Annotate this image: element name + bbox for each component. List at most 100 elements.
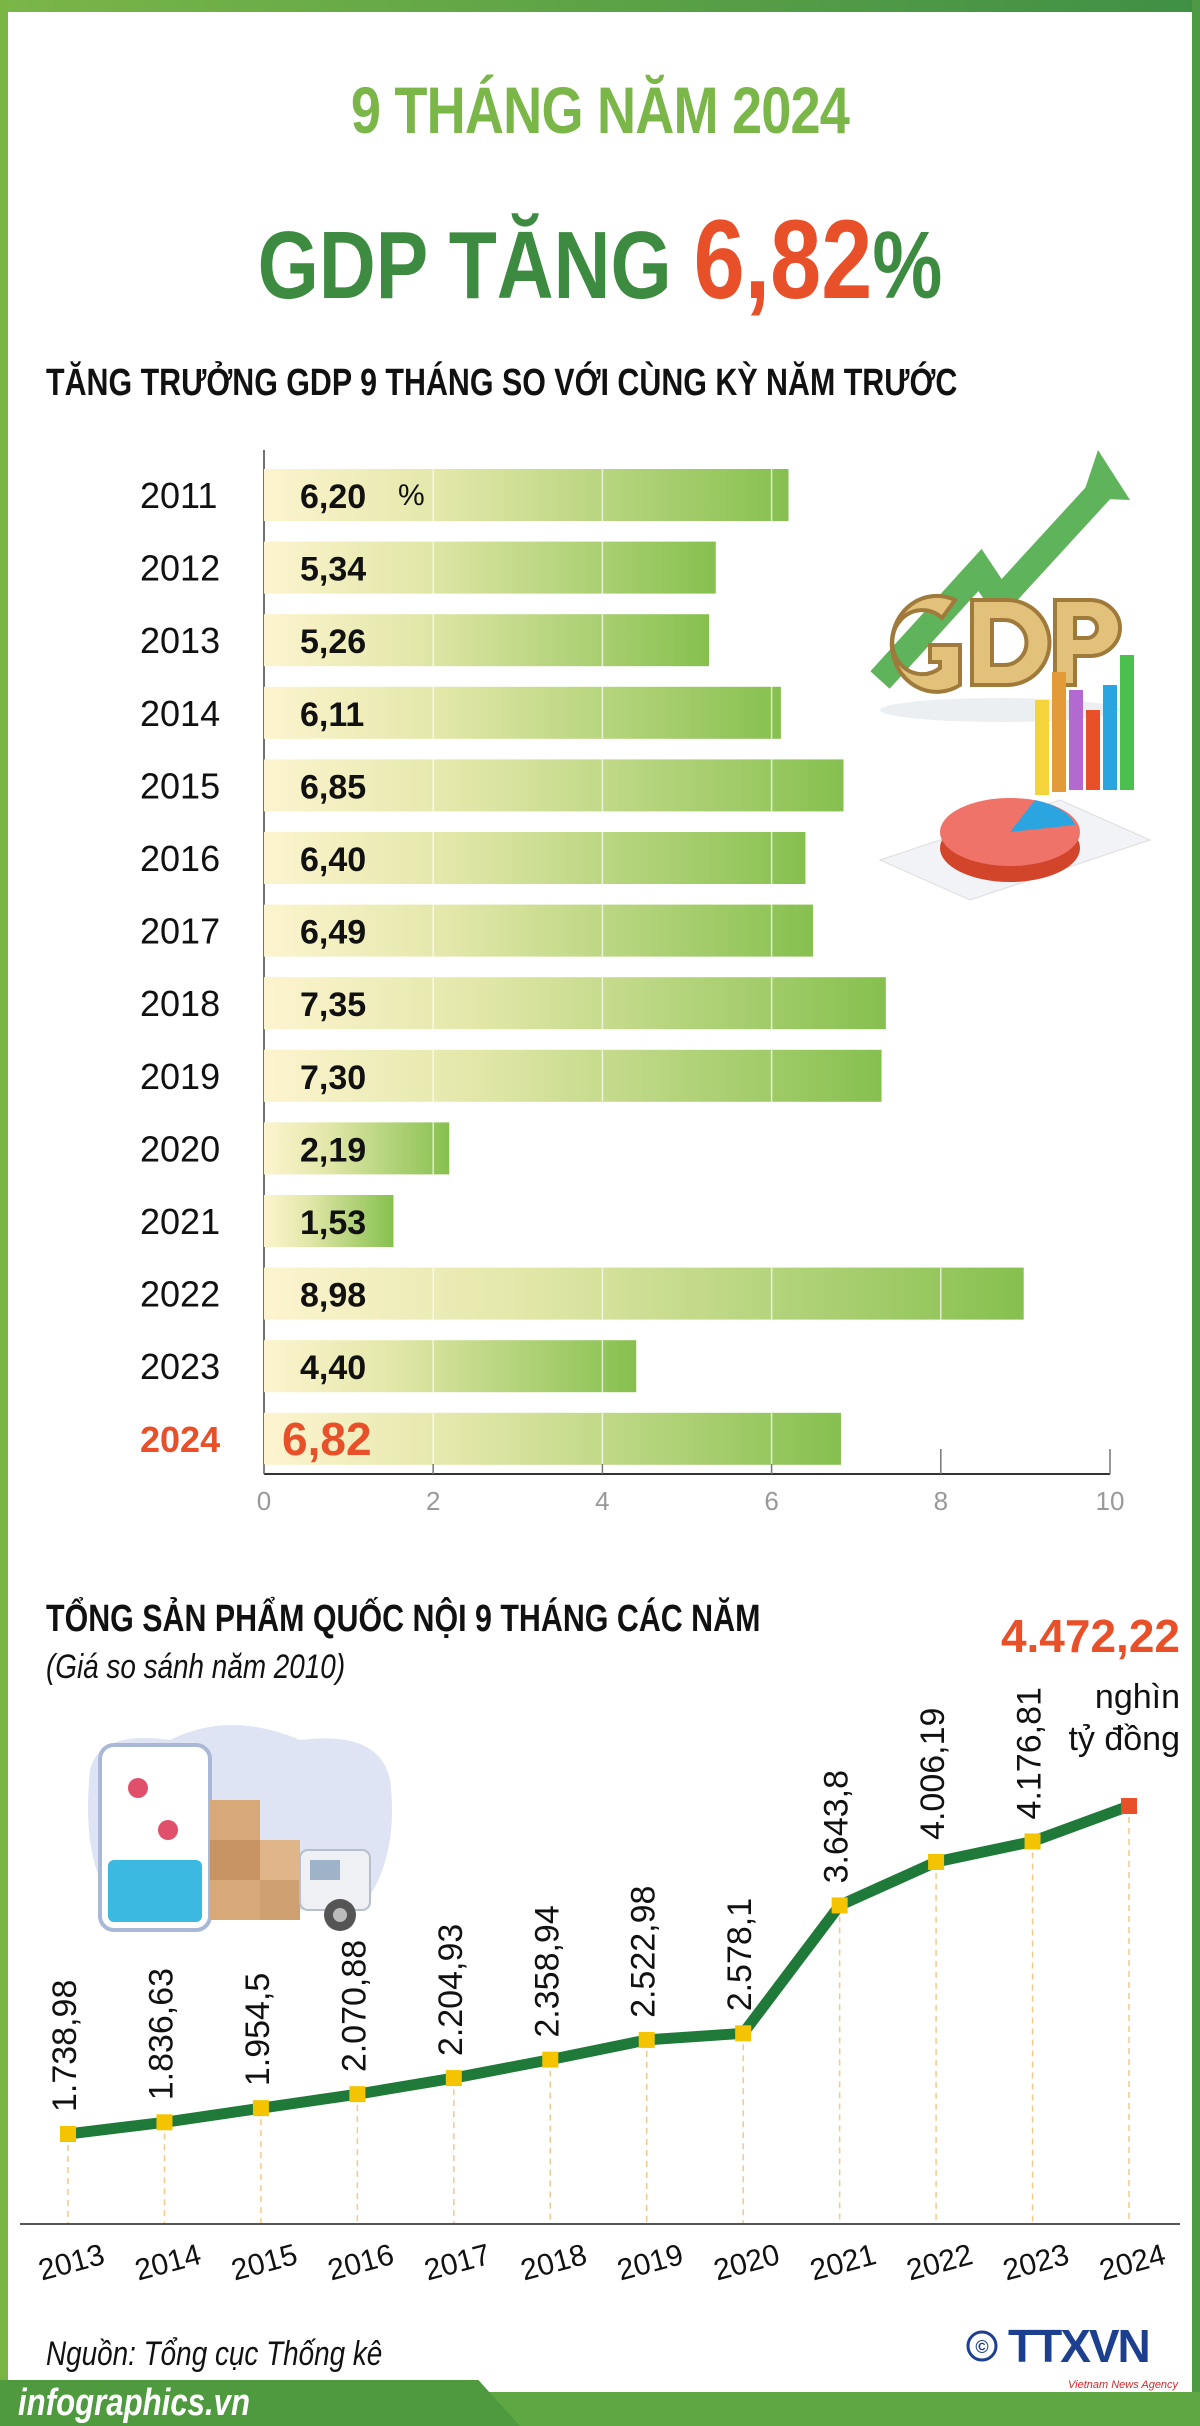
- data-label: 1.954,5: [239, 1973, 277, 2086]
- bar-value-label: 6,11: [300, 696, 364, 734]
- site-name: infographics.vn: [18, 2382, 250, 2424]
- bar-category-label: 2019: [140, 1056, 220, 1097]
- x-tick-label: 2023: [1000, 2238, 1073, 2287]
- x-tick-label: 2018: [517, 2238, 590, 2287]
- line-chart: 1.738,98 2013 1.836,63 2014 1.954,5 2015 2.070…: [20, 1610, 1180, 2287]
- data-label: 3.643,8: [818, 1770, 856, 1883]
- truck-icon: [299, 1849, 371, 1931]
- bar-value-label: 6,49: [300, 914, 366, 952]
- bar-value-label: 1,53: [300, 1204, 366, 1242]
- bar: [264, 759, 844, 812]
- data-label: 2.204,93: [432, 1924, 470, 2056]
- map-pin-icon: [128, 1778, 148, 1798]
- bar-category-label: 2021: [140, 1201, 220, 1242]
- headline: GDP TĂNG 6,82%: [108, 195, 1092, 324]
- logo-text: TTXVN: [1008, 2320, 1149, 2372]
- data-point: [349, 2086, 366, 2103]
- bar-category-label: 2016: [140, 838, 220, 879]
- data-point: [1121, 1798, 1137, 1815]
- headline-value: 6,82: [693, 197, 873, 322]
- data-point: [1024, 1833, 1041, 1850]
- line-chart-subtitle: (Giá so sánh năm 2010): [46, 1648, 346, 1686]
- bar: [264, 1195, 394, 1247]
- bar-category-label: 2018: [140, 983, 220, 1024]
- headline-prefix: GDP TĂNG: [257, 212, 672, 319]
- data-point: [638, 2031, 655, 2048]
- ttxvn-logo: © TTXVN Vietnam News Agency: [962, 2318, 1192, 2397]
- data-point: [60, 2126, 76, 2142]
- bar: [264, 1340, 637, 1393]
- bar-chart-title: TĂNG TRƯỞNG GDP 9 THÁNG SO VỚI CÙNG KỲ N…: [46, 362, 958, 404]
- bar-category-label: 2020: [140, 1128, 220, 1169]
- bar: [264, 1122, 450, 1175]
- bar: [264, 1049, 882, 1102]
- data-label: 2.578,1: [721, 1898, 759, 2011]
- growth-arrow-icon: [870, 450, 1130, 689]
- bar-category-label: 2011: [140, 475, 217, 516]
- x-tick-label: 2014: [131, 2238, 204, 2287]
- headline-suffix: %: [872, 212, 943, 319]
- x-tick-label: 2024: [1096, 2238, 1169, 2287]
- bar-value-label: 7,30: [300, 1059, 366, 1097]
- x-tick-label: 8: [934, 1486, 948, 1516]
- bar-value-label: 6,85: [300, 768, 366, 806]
- bar: [264, 541, 716, 594]
- highlight-value-label: 4.472,22: [1001, 1610, 1180, 1662]
- data-point: [831, 1897, 848, 1914]
- data-label: 1.738,98: [46, 1980, 84, 2112]
- data-label: 4.006,19: [914, 1708, 952, 1840]
- bar: [264, 686, 781, 739]
- x-tick-label: 2: [426, 1486, 440, 1516]
- page-title: 9 THÁNG NĂM 2024: [350, 73, 850, 147]
- data-point: [928, 1853, 945, 1870]
- frame-top-border: [0, 0, 1200, 12]
- bar-value-label: 7,35: [300, 986, 366, 1024]
- data-point: [735, 2025, 752, 2042]
- data-label: 2.522,98: [625, 1886, 663, 2018]
- bar-category-label: 2015: [140, 765, 220, 806]
- frame-left-border: [0, 0, 8, 2426]
- series-line: [67, 1800, 1131, 2140]
- bar-category-label: 2013: [140, 620, 220, 661]
- bar-category-label: 2012: [140, 548, 220, 589]
- boxes-icon: [210, 1800, 300, 1920]
- pie-and-bar-icon: [878, 655, 1152, 901]
- bar-value-label: 5,34: [300, 551, 366, 589]
- frame-right-border: [1192, 0, 1200, 2426]
- footer-tab: [0, 2380, 520, 2426]
- bar-category-label: 2023: [140, 1346, 220, 1387]
- x-tick-label: 2017: [421, 2238, 494, 2287]
- bar-category-label: 2017: [140, 911, 220, 952]
- data-label: 4.176,81: [1011, 1687, 1049, 1819]
- bar-value-label: 6,82: [282, 1413, 372, 1465]
- bar: [264, 977, 886, 1030]
- bar: [264, 832, 806, 884]
- data-label: 1.836,63: [142, 1968, 180, 2100]
- x-tick-label: 2021: [807, 2238, 880, 2287]
- bar-category-label: 2024: [140, 1419, 220, 1460]
- unit-label-line1: nghìn: [1095, 1678, 1180, 1716]
- x-tick-label: 6: [764, 1486, 778, 1516]
- bar-value-label: 2,19: [300, 1131, 366, 1169]
- bar: [264, 469, 789, 521]
- x-tick-label: 0: [257, 1486, 271, 1516]
- bar-value-label: 5,26: [300, 623, 366, 661]
- bar: [264, 614, 709, 667]
- x-tick-label: 2013: [35, 2238, 108, 2287]
- x-tick-label: 2022: [903, 2238, 976, 2287]
- gdp-letters-icon: [889, 593, 1122, 694]
- bar-value-label: 6,20: [300, 478, 366, 516]
- bar-category-label: 2014: [140, 693, 220, 734]
- x-tick-label: 10: [1096, 1486, 1125, 1516]
- line-chart-title: TỔNG SẢN PHẨM QUỐC NỘI 9 THÁNG CÁC NĂM: [46, 1598, 761, 1640]
- bar: [264, 1267, 1024, 1320]
- bar-value-label: 4,40: [300, 1349, 366, 1387]
- delivery-truck-illustration: [88, 1725, 392, 1932]
- map-pin-icon: [158, 1820, 178, 1840]
- bar-category-label: 2022: [140, 1274, 220, 1315]
- gdp-3d-illustration: [870, 450, 1152, 901]
- bar-chart: 2011 6,20 % 2012 5,34 2013 5,26 2014 6,11 2015 6,8…: [140, 450, 1125, 1516]
- bar-value-label: 6,40: [300, 841, 366, 879]
- bar-value-label: 8,98: [300, 1277, 366, 1315]
